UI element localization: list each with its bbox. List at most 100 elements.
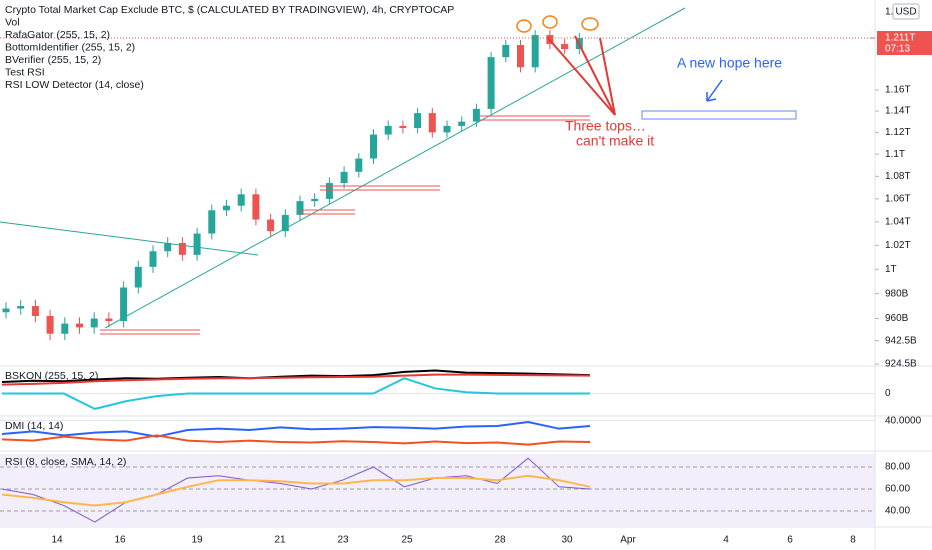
x-tick-label: 19 (191, 535, 203, 546)
candle-body (149, 251, 157, 267)
y-tick-label: 0 (885, 388, 891, 399)
candle-body (2, 308, 10, 313)
currency-button[interactable] (892, 3, 920, 20)
candle-body (384, 125, 392, 135)
x-tick-label: 6 (787, 535, 793, 546)
candle-body (355, 158, 363, 172)
y-tick-label: 40.00 (885, 506, 910, 517)
x-tick-label: 4 (723, 535, 729, 546)
x-tick-label: 28 (494, 535, 506, 546)
y-tick-label: 80.00 (885, 462, 910, 473)
x-tick-label: 16 (114, 535, 126, 546)
y-tick-label: 1.02T (885, 240, 911, 251)
candle-body (193, 233, 201, 255)
x-tick-label: 8 (850, 535, 856, 546)
y-tick-label: 1.08T (885, 171, 911, 182)
candle-body (325, 183, 333, 199)
hope-arrow (706, 79, 723, 102)
candle-body (178, 242, 186, 255)
indicator-line (1, 474, 591, 507)
pane-title: DMI (14, 14) (5, 420, 63, 432)
candle-body (517, 45, 524, 68)
indicator-line (2, 377, 590, 410)
legend: Crypto Total Market Cap Exclude BTC, $ (… (5, 4, 454, 91)
candle-body (164, 242, 172, 252)
legend-line: BottomIdentifier (255, 15, 2) (5, 41, 135, 53)
candle-body (223, 205, 230, 211)
legend-line: Vol (5, 16, 20, 28)
x-tick-label: 14 (51, 535, 63, 546)
candle-body (370, 134, 377, 159)
y-tick-label: 1.16T (885, 85, 911, 96)
candle-body (340, 171, 348, 184)
y-tick-label: 980B (885, 288, 909, 299)
candle-body (458, 121, 466, 126)
candle-body (281, 214, 289, 232)
y-tick-label: 960B (885, 313, 909, 324)
y-tick-label: 1.14T (885, 106, 911, 117)
indicator-line (1, 369, 591, 384)
indicator-line (1, 373, 591, 386)
annotation: A new hope here (677, 55, 782, 71)
candle-body (561, 44, 569, 50)
legend-line: RafaGator (255, 15, 2) (5, 29, 110, 41)
x-tick-label: Apr (620, 535, 636, 546)
price-tag (877, 31, 932, 55)
countdown: 07:13 (885, 44, 910, 55)
y-tick-label: 1.04T (885, 217, 911, 228)
marks: 924.5B 942.5B 960B 980B 1T 1.02T 1.04T 1.06T 1.0… (0, 30, 922, 546)
legend-line: Crypto Total Market Cap Exclude BTC, $ (… (5, 4, 454, 16)
x-tick-label: 25 (401, 535, 413, 546)
candle-body (237, 194, 245, 206)
x-tick-label: 21 (274, 535, 286, 546)
y-tick-label: 924.5B (885, 359, 917, 370)
indicator-line (1, 434, 591, 446)
axis-label: 1. (885, 7, 893, 18)
candle-body (17, 306, 25, 309)
candle-body (46, 316, 54, 334)
target-box (641, 110, 797, 120)
trendline (0, 221, 259, 256)
y-tick-label: 942.5B (885, 335, 917, 346)
candle-body (267, 219, 275, 232)
candle-body (208, 210, 216, 234)
rsi-band (0, 454, 875, 526)
candle-body (487, 57, 495, 109)
indicator-line (1, 457, 591, 523)
candle-body (90, 318, 98, 328)
pane-title: RSI (8, close, SMA, 14, 2) (5, 456, 126, 468)
legend-line: BVerifier (255, 15, 2) (5, 54, 101, 66)
candle-body (502, 45, 510, 58)
candle-body (61, 323, 69, 334)
candle-body (134, 266, 142, 288)
candle-body (399, 125, 407, 129)
y-tick-label: 40.0000 (885, 415, 922, 426)
y-tick-label: 1.12T (885, 127, 911, 138)
legend-line: Test RSI (5, 66, 45, 78)
pane-title: BSKON (255, 15, 2) (5, 370, 98, 382)
candle-body (76, 323, 83, 328)
candle-body (252, 194, 260, 220)
candle-body (296, 201, 304, 215)
candle-body (472, 108, 480, 122)
x-tick-label: 23 (337, 535, 349, 546)
candle-body (443, 125, 451, 133)
candle-body (531, 35, 539, 68)
x-tick-label: 30 (561, 535, 573, 546)
candle-body (311, 198, 319, 202)
y-tick-label: 60.00 (885, 484, 910, 495)
support-lines (100, 115, 590, 335)
y-tick-label: 1T (885, 264, 897, 275)
candle-body (105, 318, 113, 322)
annotation: Three tops… (565, 118, 646, 134)
price-tag-value: 1.211T (885, 33, 915, 44)
indicator-line (1, 420, 591, 438)
top-circles (516, 15, 599, 33)
currency[interactable]: USD (895, 7, 916, 18)
annotation: can't make it (576, 133, 654, 149)
arrows (547, 35, 616, 116)
legend-line: RSI LOW Detector (14, close) (5, 79, 144, 91)
candle-body (428, 113, 436, 133)
candle-body (414, 113, 422, 129)
